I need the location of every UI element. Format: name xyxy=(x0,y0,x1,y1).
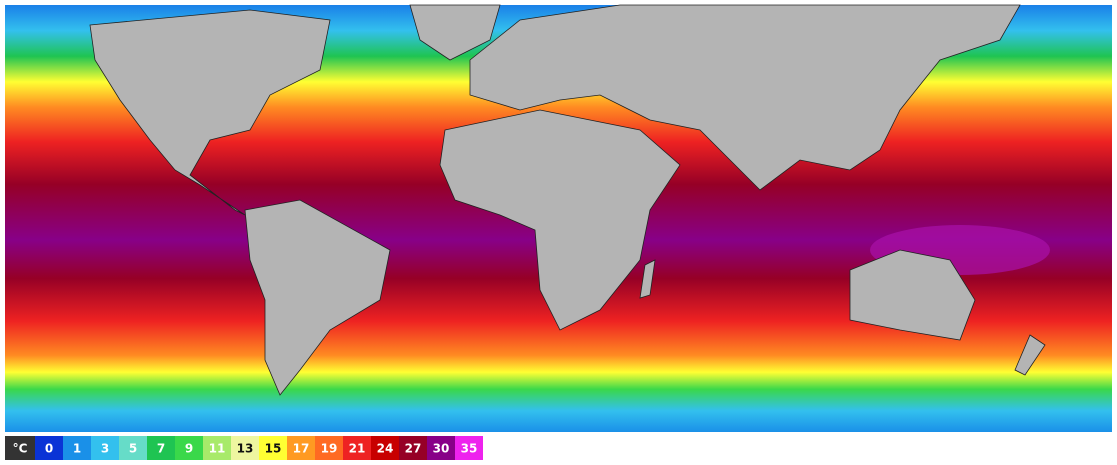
legend-swatch xyxy=(455,436,483,460)
legend-label: 17 xyxy=(293,442,310,456)
legend-label: 9 xyxy=(185,442,193,456)
legend-label: 15 xyxy=(265,442,282,456)
legend-unit: °C xyxy=(13,442,28,456)
legend-swatch xyxy=(203,436,231,460)
legend-swatch xyxy=(119,436,147,460)
legend-label: 3 xyxy=(101,442,109,456)
legend-swatch xyxy=(35,436,63,460)
north-america xyxy=(89,9,331,216)
legend-label: 27 xyxy=(405,442,422,456)
legend-swatch xyxy=(427,436,455,460)
south-america xyxy=(244,199,391,396)
legend-swatch xyxy=(231,436,259,460)
legend-label: 11 xyxy=(209,442,226,456)
legend-swatch xyxy=(175,436,203,460)
legend-label: 30 xyxy=(433,442,450,456)
legend-swatch xyxy=(287,436,315,460)
legend-swatch xyxy=(91,436,119,460)
legend-swatch xyxy=(315,436,343,460)
legend-label: 13 xyxy=(237,442,254,456)
eurasia xyxy=(469,4,1021,191)
legend-label: 19 xyxy=(321,442,338,456)
legend-label: 24 xyxy=(377,442,394,456)
map-area xyxy=(5,4,1112,432)
legend-swatch xyxy=(399,436,427,460)
africa xyxy=(439,109,681,331)
legend-swatch xyxy=(147,436,175,460)
australia xyxy=(849,249,976,341)
legend-swatch xyxy=(371,436,399,460)
madagascar xyxy=(639,259,656,299)
new-zealand xyxy=(1014,334,1046,376)
legend-swatch xyxy=(343,436,371,460)
legend-label: 0 xyxy=(45,442,53,456)
legend-label: 1 xyxy=(73,442,81,456)
legend: °C 0 1 3 5 7 9 11 13 15 17 19 21 24 27 30 35 xyxy=(5,436,483,460)
legend-label: 35 xyxy=(461,442,478,456)
greenland xyxy=(409,4,501,61)
legend-label: 7 xyxy=(157,442,165,456)
legend-swatch xyxy=(5,436,35,460)
legend-label: 5 xyxy=(129,442,137,456)
legend-swatch xyxy=(259,436,287,460)
legend-swatch xyxy=(63,436,91,460)
legend-label: 21 xyxy=(349,442,366,456)
